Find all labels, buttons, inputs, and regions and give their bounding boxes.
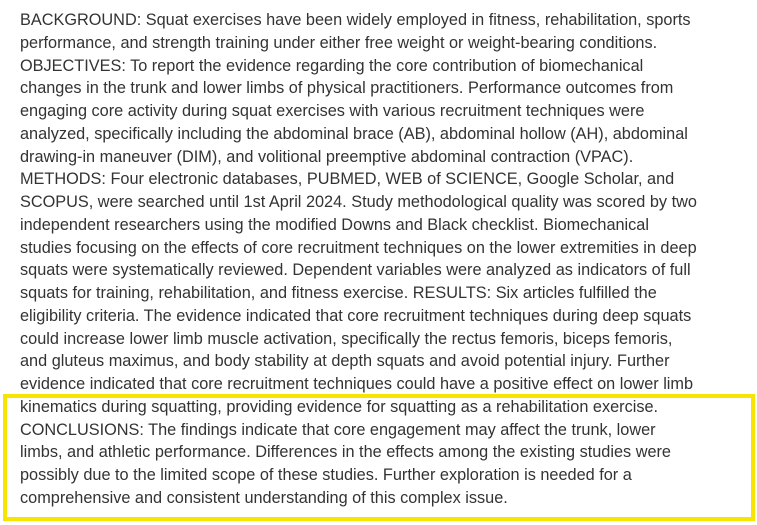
text-line: changes in the trunk and lower limbs of … (20, 79, 674, 98)
text-line: analyzed, specifically including the abd… (20, 124, 688, 143)
text-line: squats for training, rehabilitation, and… (20, 284, 657, 302)
text-line: comprehensive and consistent understandi… (20, 488, 508, 507)
text-line: OBJECTIVES: To report the evidence regar… (20, 56, 644, 75)
text-line: SCOPUS, were searched until 1st April 20… (20, 193, 697, 211)
text-line: limbs, and athletic performance. Differe… (20, 443, 671, 462)
text-line: possibly due to the limited scope of the… (20, 466, 632, 484)
text-line: CONCLUSIONS: The findings indicate that … (20, 420, 656, 439)
text-line: eligibility criteria. The evidence indic… (20, 306, 692, 325)
text-line: and gluteus maximus, and body stability … (20, 352, 670, 371)
text-line: squats were systematically reviewed. Dep… (20, 261, 691, 280)
abstract-text: BACKGROUND: Squat exercises have been wi… (20, 9, 697, 510)
text-line: kinematics during squatting, providing e… (20, 397, 659, 416)
text-line: drawing-in maneuver (DIM), and volitiona… (20, 147, 634, 166)
text-line: engaging core activity during squat exer… (20, 102, 645, 120)
text-line: evidence indicated that core recruitment… (20, 375, 694, 393)
text-line: METHODS: Four electronic databases, PUBM… (20, 170, 675, 189)
text-line: independent researchers using the modifi… (20, 215, 649, 234)
text-line: studies focusing on the effects of core … (20, 238, 697, 257)
text-line: BACKGROUND: Squat exercises have been wi… (20, 11, 691, 29)
text-line: performance, and strength training under… (20, 33, 658, 52)
text-line: could increase lower limb muscle activat… (20, 329, 673, 348)
